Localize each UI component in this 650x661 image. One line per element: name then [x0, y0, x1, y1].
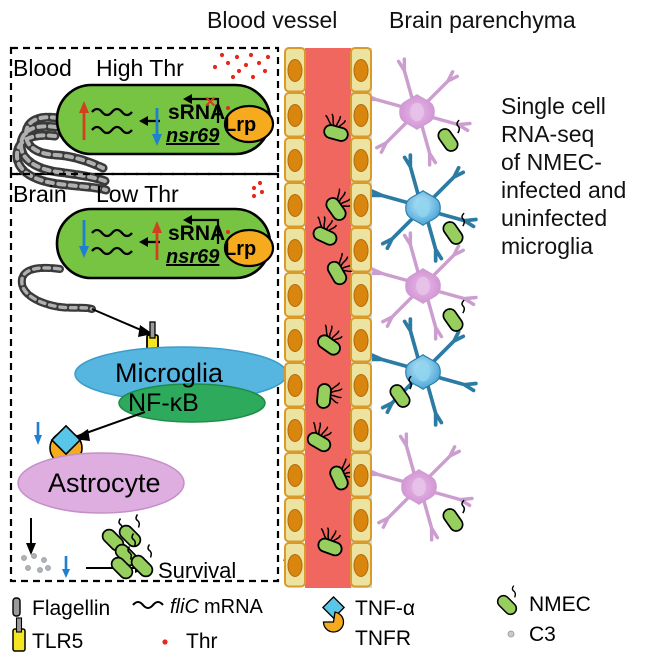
- svg-text:sRNA: sRNA: [168, 101, 225, 124]
- svg-text:Blood: Blood: [13, 55, 72, 81]
- svg-text:Lrp: Lrp: [224, 238, 256, 260]
- svg-text:Low Thr: Low Thr: [96, 181, 179, 207]
- svg-text:Brain: Brain: [13, 181, 67, 207]
- svg-text:Astrocyte: Astrocyte: [48, 468, 161, 498]
- svg-text:Survival: Survival: [158, 558, 236, 583]
- svg-text:NMEC: NMEC: [529, 593, 591, 616]
- svg-text:Thr: Thr: [186, 630, 218, 653]
- svg-text:NF-κB: NF-κB: [128, 389, 199, 417]
- svg-text:C3: C3: [529, 623, 556, 646]
- svg-text:nsr69: nsr69: [166, 246, 220, 268]
- svg-text:Lrp: Lrp: [224, 114, 256, 136]
- svg-text:Flagellin: Flagellin: [32, 597, 110, 620]
- svg-text:fliC: fliC: [170, 596, 199, 618]
- svg-text:mRNA: mRNA: [204, 596, 264, 618]
- svg-text:sRNA: sRNA: [168, 222, 225, 245]
- svg-text:TNFR: TNFR: [355, 627, 411, 650]
- svg-text:TNF-α: TNF-α: [355, 597, 415, 620]
- svg-text:✕: ✕: [204, 94, 217, 111]
- svg-text:Microglia: Microglia: [115, 358, 224, 388]
- svg-text:High Thr: High Thr: [96, 55, 184, 81]
- svg-text:nsr69: nsr69: [166, 125, 220, 147]
- svg-text:TLR5: TLR5: [32, 630, 83, 653]
